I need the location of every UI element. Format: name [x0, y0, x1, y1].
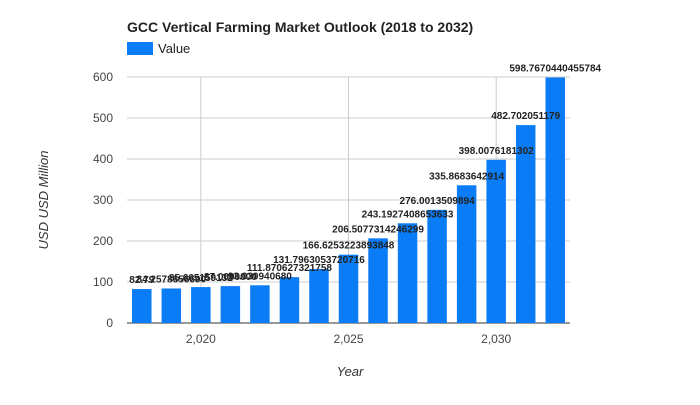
data-label: 276.0013509894: [400, 196, 476, 207]
data-label: 598.7670440455784: [509, 64, 601, 75]
data-label: 482.702051179: [491, 111, 560, 122]
bar: [250, 285, 270, 323]
bar: [220, 286, 241, 323]
x-axis-title: Year: [337, 364, 364, 379]
y-tick-label: 500: [93, 111, 113, 125]
data-label: 243.1927408653633: [362, 209, 454, 220]
data-label: 166.6253223893848: [303, 241, 395, 252]
data-label: 335.8683642914: [429, 171, 505, 182]
bar: [456, 185, 477, 323]
bar: [397, 223, 418, 323]
bar: [368, 238, 388, 323]
bar: [132, 289, 152, 323]
y-tick-label: 100: [93, 275, 113, 289]
data-label: 111.870627321758: [247, 263, 333, 274]
bar-layer: [132, 77, 565, 323]
bar: [486, 159, 506, 323]
chart-title: GCC Vertical Farming Market Outlook (201…: [127, 19, 473, 35]
x-tick-label: 2,025: [333, 332, 363, 346]
data-label: 206.5077314246299: [332, 224, 424, 235]
bar: [338, 254, 359, 323]
x-tick-label: 2,020: [186, 332, 216, 346]
data-label: 131.7963053720716: [273, 255, 365, 266]
y-axis-title: USD USD Million: [36, 151, 51, 250]
y-tick-label: 400: [93, 152, 113, 166]
y-tick-label: 200: [93, 234, 113, 248]
legend: Value: [127, 41, 190, 56]
bar: [161, 288, 182, 323]
bar: [515, 125, 536, 323]
data-label-layer: 82.7984.257865669085.66515913287.0000000…: [129, 64, 601, 287]
legend-label-value: Value: [158, 41, 190, 56]
bar: [279, 277, 300, 323]
bar: [309, 268, 329, 323]
legend-swatch-value: [127, 42, 153, 55]
bar: [545, 77, 565, 323]
y-tick-label: 300: [93, 193, 113, 207]
y-tick-label: 600: [93, 70, 113, 84]
y-tick-label: 0: [106, 316, 113, 330]
x-tick-label: 2,030: [481, 332, 511, 346]
data-label: 398.0076181302: [459, 146, 535, 157]
data-label: 84.2578656690: [137, 274, 207, 285]
data-label: 87.0000000: [204, 272, 257, 283]
tick-layer: 0 100 200 300 400 500 600 2,020 2,025 2,030: [93, 70, 512, 346]
bar: [427, 209, 447, 323]
data-label: 85.665159132: [169, 273, 233, 284]
data-label: 93.030940680: [228, 271, 292, 282]
data-label: 82.79: [129, 275, 154, 286]
bar: [191, 287, 211, 323]
